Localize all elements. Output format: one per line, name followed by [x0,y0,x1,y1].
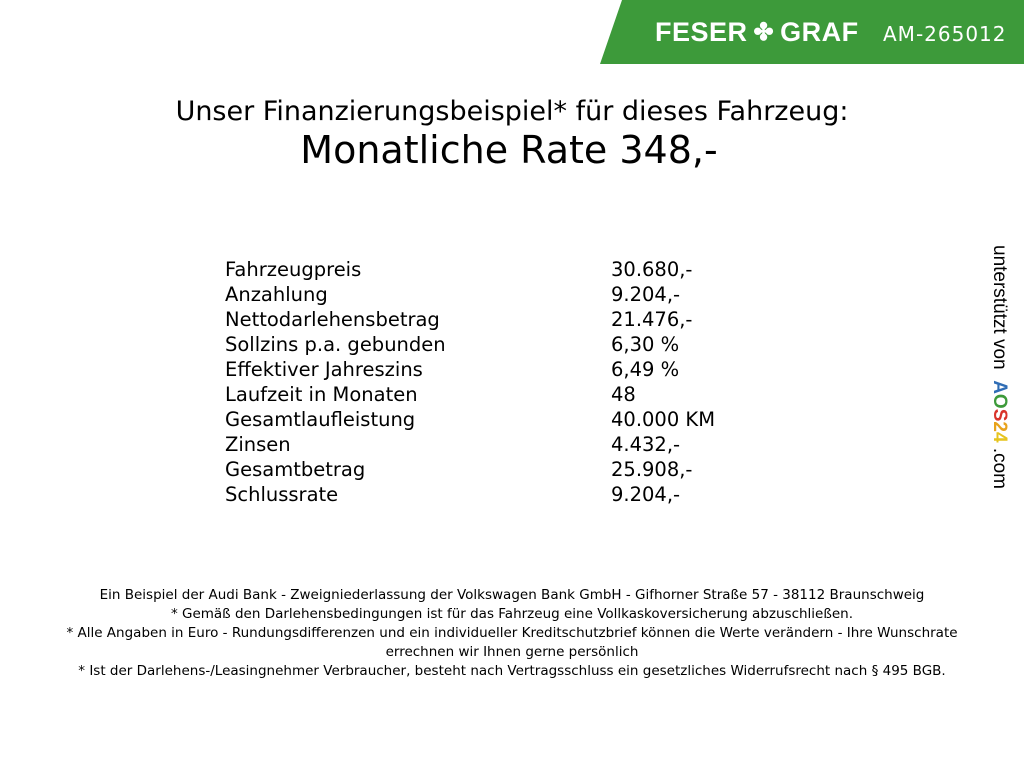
table-row: Effektiver Jahreszins 6,49 % [225,357,825,382]
monthly-rate: Monatliche Rate 348,- [300,128,718,172]
row-value: 6,30 % [611,333,680,356]
table-row: Laufzeit in Monaten 48 [225,382,825,407]
page-title: Unser Finanzierungsbeispiel* für dieses … [175,96,849,127]
vehicle-code: AM-265012 [883,22,1007,46]
row-value: 9.204,- [611,483,681,506]
clover-icon: ✤ [753,19,775,46]
table-row: Nettodarlehensbetrag 21.476,- [225,307,825,332]
sponsor-suffix: .com [989,447,1010,490]
row-value: 21.476,- [611,308,693,331]
header-banner [600,0,1024,64]
row-value: 4.432,- [611,433,681,456]
row-label: Fahrzeugpreis [225,258,362,281]
row-label: Nettodarlehensbetrag [225,308,440,331]
brand-name: FESER [655,17,748,47]
table-row: Zinsen 4.432,- [225,432,825,457]
row-value: 30.680,- [611,258,693,281]
row-label: Gesamtbetrag [225,458,366,481]
footer-note: * Alle Angaben in Euro - Rundungsdiffere… [66,625,958,660]
table-row: Anzahlung 9.204,- [225,282,825,307]
finance-table: Fahrzeugpreis 30.680,- Anzahlung 9.204,- Net… [225,257,825,507]
table-row: Fahrzeugpreis 30.680,- [225,257,825,282]
row-label: Sollzins p.a. gebunden [225,333,446,356]
brand-logo: FESER ✤ GRAF [655,17,859,48]
row-value: 6,49 % [611,358,680,381]
footer-note: * Gemäß den Darlehensbedingungen ist für… [170,606,854,622]
table-row: Gesamtlaufleistung 40.000 KM [225,407,825,432]
row-label: Zinsen [225,433,291,456]
row-label: Gesamtlaufleistung [225,408,416,431]
footer-note: Ein Beispiel der Audi Bank - Zweignieder… [99,587,925,603]
table-row: Sollzins p.a. gebunden 6,30 % [225,332,825,357]
row-label: Schlussrate [225,483,339,506]
brand-name-2: GRAF [780,17,859,47]
row-label: Laufzeit in Monaten [225,383,418,406]
row-value: 9.204,- [611,283,681,306]
row-value: 48 [611,383,636,406]
sponsor-text: unterstützt von [989,245,1010,370]
row-value: 40.000 KM [611,408,716,431]
row-label: Anzahlung [225,283,328,306]
row-value: 25.908,- [611,458,693,481]
table-row: Schlussrate 9.204,- [225,482,825,507]
sponsor-note: unterstützt von AOS24 .com [988,245,1010,489]
aos24-logo: AOS24 [989,380,1010,443]
footer-notes: Ein Beispiel der Audi Bank - Zweignieder… [40,586,984,681]
table-row: Gesamtbetrag 25.908,- [225,457,825,482]
row-label: Effektiver Jahreszins [225,358,423,381]
footer-note: * Ist der Darlehens-/Leasingnehmer Verbr… [78,663,946,679]
